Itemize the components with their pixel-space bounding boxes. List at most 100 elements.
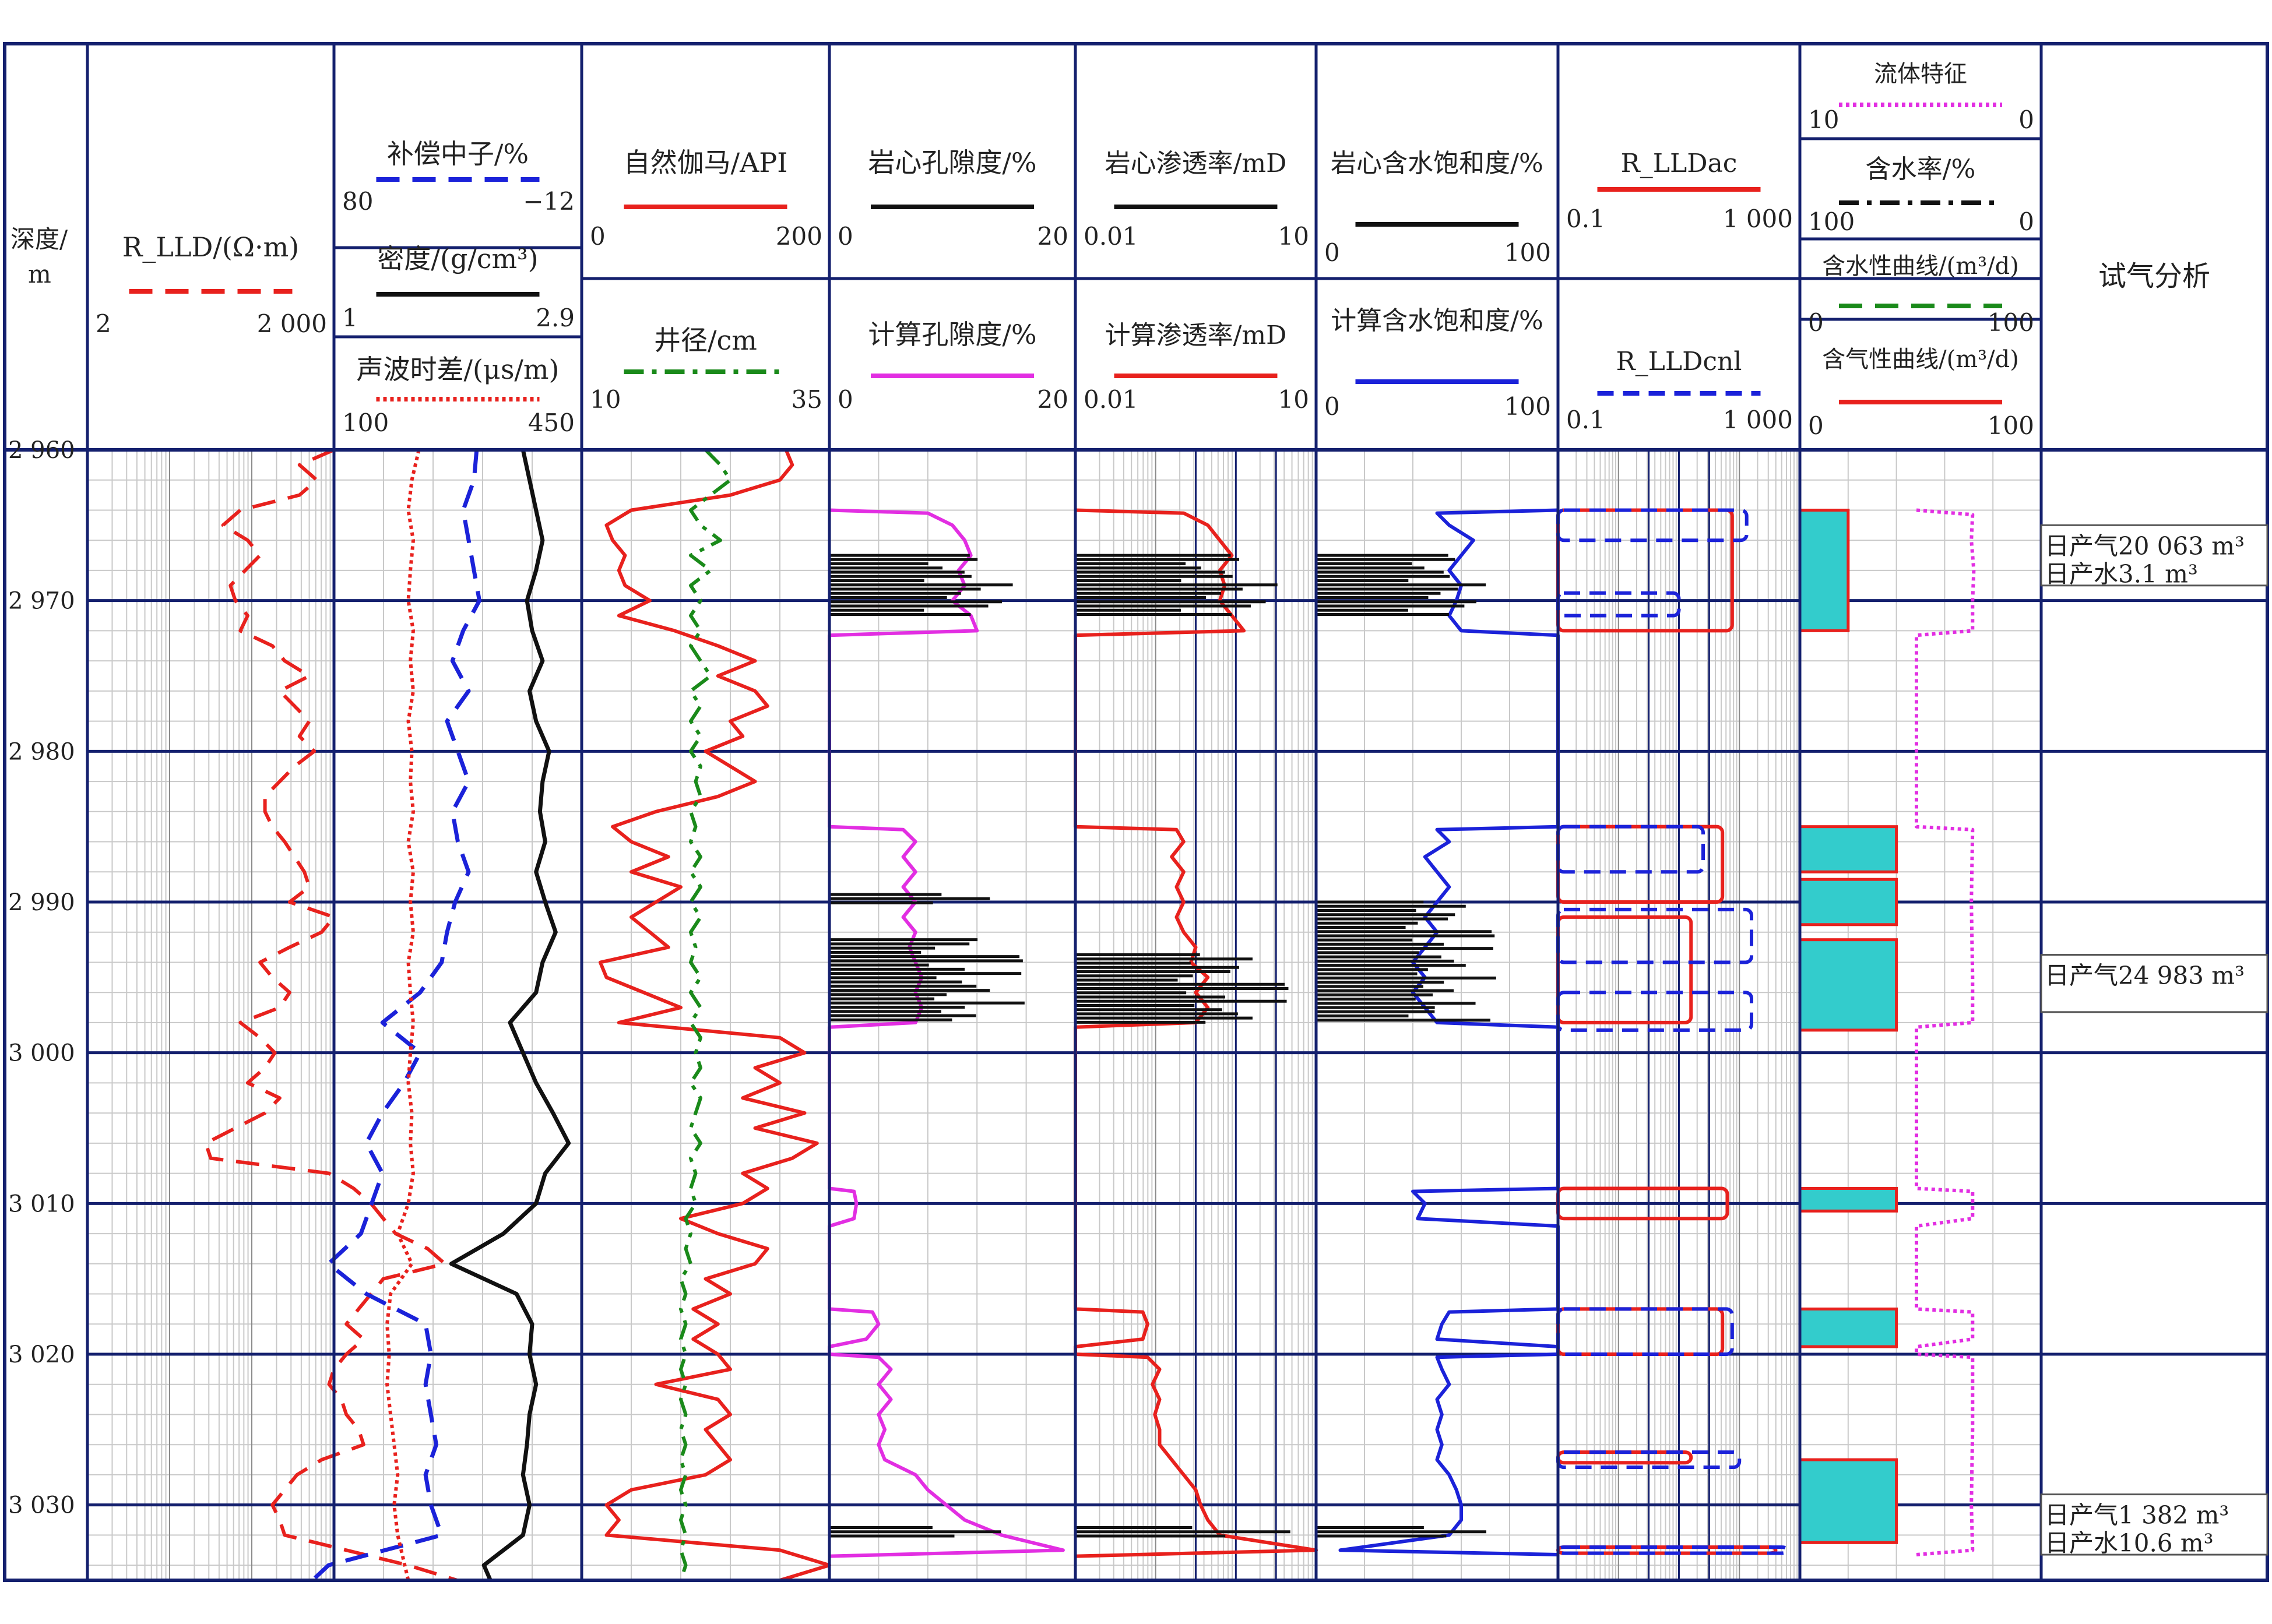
curve-流体特征 — [1915, 508, 1976, 1556]
calc-sw-header-title: 计算含水饱和度/% — [1331, 306, 1543, 336]
calc-phi-header-max-label: 20 — [1037, 385, 1068, 414]
caliper-header-title: 井径/cm — [654, 325, 757, 356]
gas-fill-block — [1798, 1458, 1898, 1544]
sonic-header-max-label: 450 — [528, 408, 575, 437]
rlldcnl-header-max-label: 1 000 — [1723, 406, 1793, 434]
rlldac-header-min-label: 0.1 — [1566, 205, 1605, 233]
rlldac-header-max-label: 1 000 — [1723, 205, 1793, 233]
rlldac-curve — [1556, 915, 1693, 1024]
depth-tick-label: 2 970 — [8, 588, 75, 615]
rlld-header-min-label: 2 — [96, 309, 111, 338]
gr-header-max-label: 200 — [776, 222, 822, 251]
gas-test-box — [2040, 954, 2269, 1013]
fluid-header-title: 流体特征 — [1874, 61, 1967, 87]
gas-test-box — [2040, 1493, 2269, 1556]
chart-frame — [3, 42, 2269, 1582]
curve-密度 — [449, 450, 571, 1580]
outer-frame — [3, 42, 2269, 1582]
test-header-title: 试气分析 — [2098, 260, 2210, 293]
water-cut-header-title: 含水率/% — [1866, 154, 1976, 184]
core-sw-header-max-label: 100 — [1504, 238, 1551, 267]
rlldcnl-curve — [1556, 907, 1753, 964]
rlld-header-max-label: 2 000 — [257, 309, 327, 338]
water-cut-header-max-label: 0 — [2018, 207, 2034, 236]
density-header-min-label: 1 — [342, 304, 358, 332]
gas-fill-block — [1798, 825, 1898, 873]
depth-tick-label: 2 980 — [8, 738, 75, 765]
density-header-title: 密度/(g/cm³) — [377, 243, 538, 274]
gas-curve-header-title: 含气性曲线/(m³/d) — [1822, 346, 2019, 373]
depth-tick-label: 2 990 — [8, 889, 75, 916]
gr-header-title: 自然伽马/API — [624, 147, 788, 178]
calc-perm-header-title: 计算渗透率/mD — [1105, 320, 1287, 350]
rlldcnl-header-min-label: 0.1 — [1566, 406, 1605, 434]
curve-计算孔隙度 — [828, 508, 1065, 1558]
gas-curve-header-max-label: 100 — [1988, 411, 2034, 440]
gas-test-box — [2040, 524, 2269, 587]
rlld-header-title: R_LLD/(Ω·m) — [122, 231, 299, 263]
core-perm-header-max-label: 10 — [1278, 222, 1309, 251]
gas-curve-header-min-label: 0 — [1808, 411, 1824, 440]
core-sw-header-min-label: 0 — [1324, 238, 1340, 267]
gas-test-text: 日产气1 382 m³ — [2045, 1501, 2229, 1530]
neutron-header-min-label: 80 — [342, 187, 373, 216]
depth-tick-label: 3 010 — [8, 1190, 75, 1217]
caliper-header-min-label: 10 — [590, 385, 621, 414]
rlldcnl-curve — [1556, 508, 1749, 542]
gas-test-text: 日产水3.1 m³ — [2045, 559, 2198, 588]
neutron-header-title: 补偿中子/% — [387, 138, 529, 170]
neutron-header-max-label: −12 — [523, 187, 575, 216]
depth-label-top: 深度/ — [10, 225, 68, 253]
gas-test-text: 日产气20 063 m³ — [2045, 531, 2245, 560]
gas-fill-block — [1798, 1186, 1898, 1213]
calc-perm-header-min-label: 0.01 — [1084, 385, 1138, 414]
curve-井径 — [679, 450, 732, 1580]
gas-fill-block — [1798, 938, 1898, 1032]
fluid-header-min-label: 10 — [1808, 105, 1839, 134]
caliper-header-max-label: 35 — [792, 385, 822, 414]
gas-test-text: 日产水10.6 m³ — [2045, 1529, 2214, 1558]
depth-tick-label: 3 000 — [8, 1040, 75, 1067]
rlldcnl-curve — [1556, 825, 1705, 874]
calc-phi-header-min-label: 0 — [838, 385, 853, 414]
gas-fill-block — [1798, 1307, 1898, 1348]
depth-tick-label: 2 960 — [8, 437, 75, 464]
core-phi-header-min-label: 0 — [838, 222, 853, 251]
calc-sw-header-max-label: 100 — [1504, 392, 1551, 421]
core-sw-header-title: 岩心含水饱和度/% — [1331, 149, 1543, 178]
gas-fill-block — [1798, 508, 1850, 632]
rlldac-curve — [1556, 825, 1725, 904]
sonic-header-min-label: 100 — [342, 408, 389, 437]
water-curve-header-title: 含水性曲线/(m³/d) — [1822, 253, 2019, 280]
core-perm-header-min-label: 0.01 — [1084, 222, 1138, 251]
rlldac-header-title: R_LLDac — [1621, 149, 1738, 178]
rlldcnl-curve — [1556, 1307, 1734, 1356]
calc-phi-header-title: 计算孔隙度/% — [868, 319, 1036, 350]
calc-sw-header-min-label: 0 — [1324, 392, 1340, 421]
depth-tick-label: 3 020 — [8, 1341, 75, 1368]
gas-test-text: 日产气24 983 m³ — [2045, 961, 2245, 990]
curve-计算含水饱和度 — [1338, 508, 1560, 1556]
fluid-header-max-label: 0 — [2018, 105, 2034, 134]
density-header-max-label: 2.9 — [536, 304, 575, 332]
rlldcnl-header-title: R_LLDcnl — [1616, 347, 1742, 376]
chart-data-layer — [204, 450, 1976, 1580]
core-perm-header-title: 岩心渗透率/mD — [1105, 149, 1287, 178]
gr-header-min-label: 0 — [590, 222, 606, 251]
curve-声波时差 — [385, 450, 421, 1580]
calc-perm-header-max-label: 10 — [1278, 385, 1309, 414]
water-curve-header-min-label: 0 — [1808, 308, 1824, 337]
curve-自然伽马 — [598, 450, 831, 1580]
rlldcnl-curve — [1556, 1545, 1790, 1555]
chart-header: R_LLD/(Ω·m) 2 2 000 补偿中子/% 80 −12 密度/(g/cm³) 1 2… — [96, 61, 2210, 440]
core-phi-header-title: 岩心孔隙度/% — [868, 147, 1036, 178]
curve-补偿中子 — [311, 450, 481, 1580]
sonic-header-title: 声波时差/(μs/m) — [356, 354, 559, 385]
depth-label-bottom: m — [28, 260, 51, 288]
rlldac-curve — [1556, 1307, 1725, 1356]
water-cut-header-min-label: 100 — [1808, 207, 1855, 236]
core-phi-header-max-label: 20 — [1037, 222, 1068, 251]
water-curve-header-max-label: 100 — [1988, 308, 2034, 337]
